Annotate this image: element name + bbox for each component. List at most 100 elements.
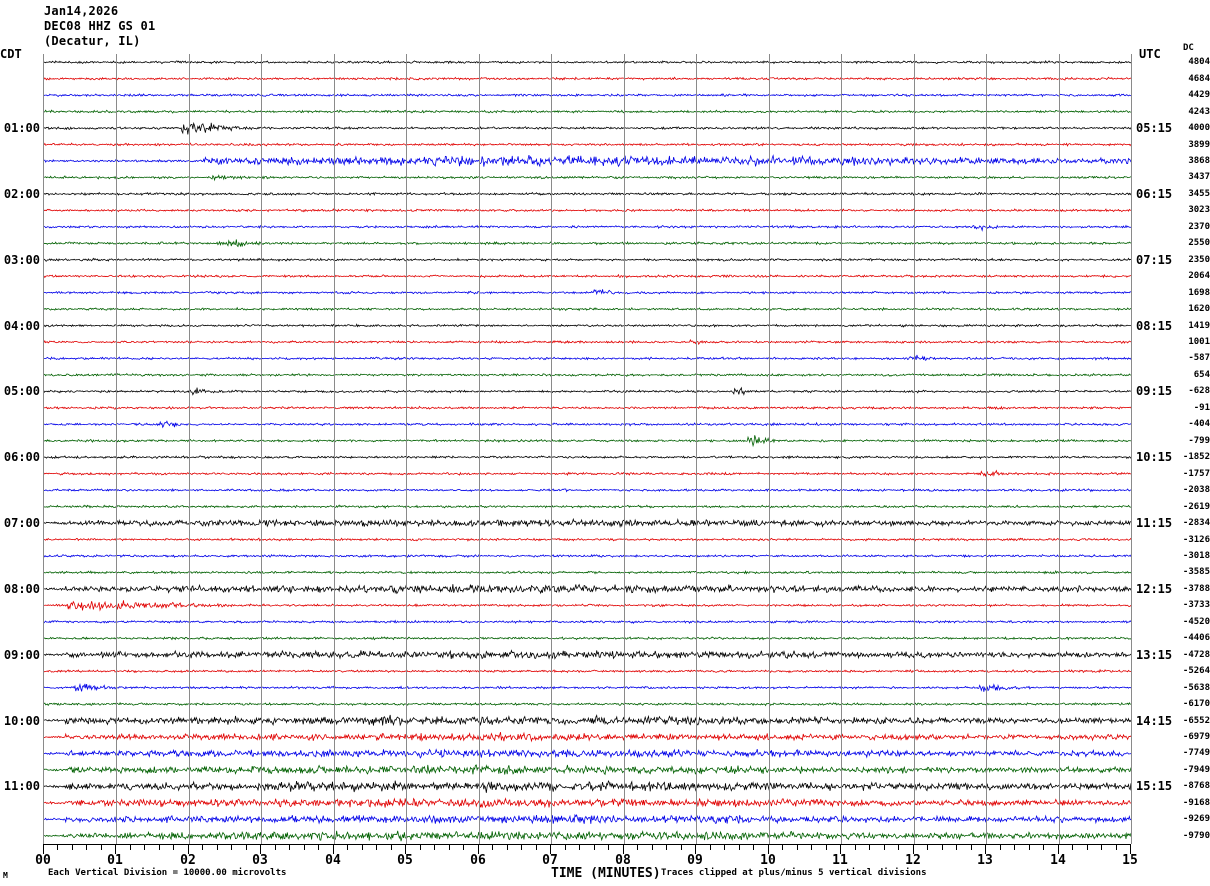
dc-offset-value: -7949 [1182,764,1210,775]
trace-line [44,323,1131,328]
trace-line [44,583,1131,595]
dc-offset-value: 654 [1193,369,1210,380]
dc-offset-value: -3788 [1182,583,1210,594]
x-tick-major [550,845,551,854]
x-tick-minor [956,845,957,850]
trace-line [44,273,1131,279]
dc-offset-value: 3023 [1188,205,1210,216]
x-tick-minor [57,845,58,850]
x-tick-minor [246,845,247,850]
x-tick-major [985,845,986,854]
x-tick-minor [217,845,218,850]
left-time-label: 10:00 [3,713,40,728]
right-timezone-label: UTC [1139,47,1161,61]
dc-offset-value: -7749 [1182,748,1210,759]
x-tick-minor [1116,845,1117,850]
right-time-label: 10:15 [1136,450,1173,465]
minute-gridline [914,54,915,844]
trace-line [44,354,1131,361]
x-tick-major [623,845,624,854]
x-tick-minor [971,845,972,850]
trace-line [44,600,1131,612]
right-time-label: 08:15 [1136,318,1173,333]
trace-line [44,191,1131,197]
x-tick-minor [826,845,827,850]
dc-offset-value: -8768 [1182,781,1210,792]
x-tick-major [768,845,769,854]
left-time-label: 03:00 [3,252,40,267]
dc-offset-value: 2370 [1188,221,1210,232]
right-time-label: 12:15 [1136,581,1173,596]
x-tick-minor [275,845,276,850]
x-tick-minor [753,845,754,850]
x-tick-minor [492,845,493,850]
x-axis-title: TIME (MINUTES) [551,866,661,881]
dc-offset-value: -91 [1193,402,1210,413]
x-tick-minor [231,845,232,850]
x-tick-major [1058,845,1059,854]
dc-offset-value: 1698 [1188,287,1210,298]
x-tick-minor [376,845,377,850]
minute-gridline [551,54,552,844]
x-tick-minor [1000,845,1001,850]
trace-line [44,239,1131,248]
x-tick-minor [1072,845,1073,850]
x-tick-label: 05 [397,853,413,868]
dc-offset-value: -4728 [1182,649,1210,660]
helicorder-plot-area[interactable] [43,54,1132,844]
dc-offset-value: 2350 [1188,254,1210,265]
x-tick-label: 08 [615,853,631,868]
trace-line [44,257,1131,263]
dc-offset-value: 2550 [1188,238,1210,249]
x-tick-major [43,845,44,854]
trace-line [44,121,1131,135]
trace-line [44,668,1131,674]
right-time-label: 09:15 [1136,384,1173,399]
trace-line [44,154,1131,168]
x-tick-minor [608,845,609,850]
x-tick-label: 01 [107,853,123,868]
x-tick-minor [391,845,392,850]
dc-offset-value: -5638 [1182,682,1210,693]
x-tick-minor [652,845,653,850]
x-tick-minor [304,845,305,850]
dc-offset-value: -587 [1188,353,1210,364]
trace-line [44,504,1131,509]
trace-line [44,109,1131,114]
x-tick-major [260,845,261,854]
x-tick-label: 07 [542,853,558,868]
x-tick-minor [536,845,537,850]
x-tick-minor [1014,845,1015,850]
dc-offset-value: 1620 [1188,304,1210,315]
minute-gridline [841,54,842,844]
trace-line [44,731,1131,743]
x-tick-minor [884,845,885,850]
dc-offset-value: 3437 [1188,172,1210,183]
x-tick-label: 03 [252,853,268,868]
dc-offset-value: -6170 [1182,699,1210,710]
x-tick-label: 10 [760,853,776,868]
trace-line [44,435,1131,448]
dc-offset-value: -1852 [1182,452,1210,463]
dc-offset-value: 4429 [1188,90,1210,101]
x-tick-minor [420,845,421,850]
trace-line [44,288,1131,296]
x-tick-minor [1029,845,1030,850]
header-location: (Decatur, IL) [44,34,141,48]
trace-line [44,797,1131,809]
dc-offset-value: 1419 [1188,320,1210,331]
right-time-label: 05:15 [1136,121,1173,136]
header-station-code: DEC08 HHZ GS 01 [44,19,156,33]
footer-mark: M [3,871,8,880]
trace-line [44,829,1131,842]
x-tick-minor [434,845,435,850]
trace-line [44,636,1131,641]
trace-line [44,386,1131,396]
dc-offset-value: 4000 [1188,123,1210,134]
trace-line [44,780,1131,793]
trace-line [44,93,1131,98]
dc-offset-value: -1757 [1182,468,1210,479]
dc-offset-value: 2064 [1188,271,1210,282]
x-tick-major [478,845,479,854]
left-time-label: 01:00 [3,121,40,136]
